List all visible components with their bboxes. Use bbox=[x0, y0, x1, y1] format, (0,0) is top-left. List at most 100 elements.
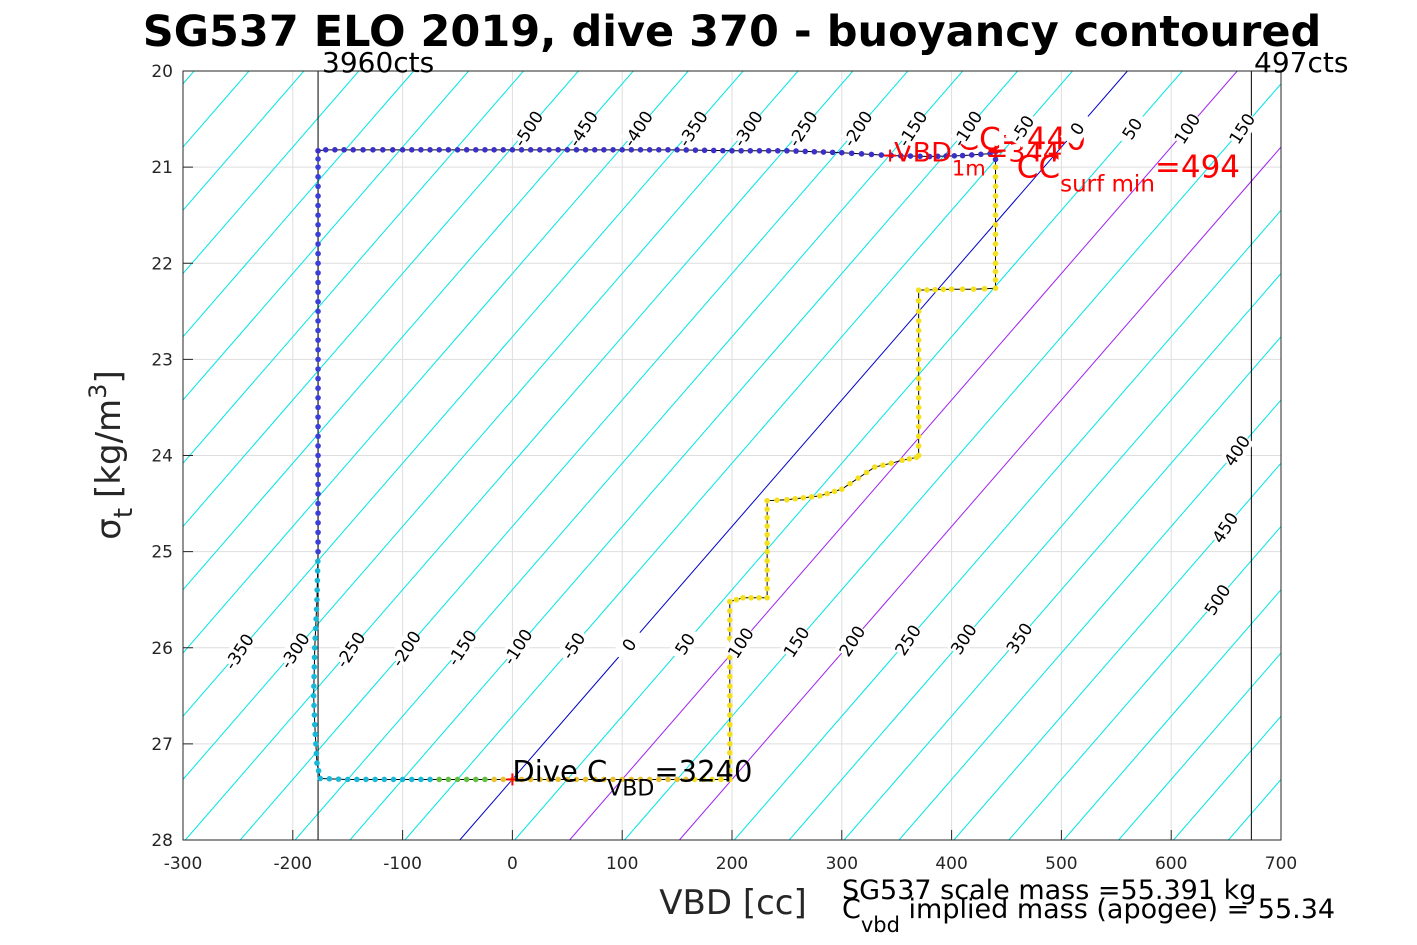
profile-point bbox=[858, 151, 865, 157]
profile-point bbox=[992, 212, 999, 218]
profile-point bbox=[733, 596, 740, 603]
profile-point bbox=[591, 776, 598, 783]
profile-point bbox=[315, 222, 321, 228]
profile-point bbox=[601, 776, 607, 783]
profile-point bbox=[315, 164, 321, 170]
profile-point bbox=[700, 776, 707, 783]
profile-point bbox=[445, 776, 452, 783]
profile-point bbox=[727, 758, 733, 765]
profile-point bbox=[727, 683, 733, 689]
profile-point bbox=[360, 147, 366, 153]
profile-point bbox=[315, 452, 321, 459]
profile-point bbox=[491, 147, 497, 153]
contour-label-bg bbox=[1002, 619, 1037, 658]
profile-point bbox=[315, 270, 321, 276]
profile-point bbox=[427, 147, 433, 153]
profile-point bbox=[878, 152, 885, 158]
profile-point bbox=[829, 149, 836, 156]
profile-point bbox=[427, 776, 433, 783]
profile-point bbox=[863, 469, 870, 476]
profile-point bbox=[764, 506, 770, 512]
profile-point bbox=[315, 395, 321, 401]
profile-point bbox=[992, 193, 999, 199]
marker-label-sub: surf min bbox=[1060, 172, 1155, 198]
profile-point bbox=[764, 576, 770, 583]
profile-point bbox=[344, 776, 351, 783]
profile-point bbox=[573, 776, 580, 783]
profile-point bbox=[820, 149, 827, 155]
profile-point bbox=[315, 250, 321, 257]
profile-point bbox=[482, 776, 488, 783]
profile-point bbox=[408, 776, 415, 783]
profile-point bbox=[591, 147, 598, 153]
contour-label-bg bbox=[1005, 109, 1040, 148]
profile-point bbox=[573, 147, 580, 153]
contour-label-bg bbox=[723, 624, 758, 662]
profile-point bbox=[898, 153, 904, 159]
x-tick-label: 700 bbox=[1265, 854, 1297, 874]
profile-point bbox=[948, 286, 955, 293]
profile-point bbox=[315, 156, 321, 162]
y-tick-label: 26 bbox=[151, 639, 173, 659]
profile-point bbox=[315, 193, 321, 199]
profile-point bbox=[313, 616, 319, 622]
contour-line bbox=[404, 71, 1073, 840]
contour-label-bg bbox=[221, 632, 257, 671]
profile-point bbox=[315, 356, 321, 363]
profile-point bbox=[315, 366, 321, 372]
profile-point bbox=[992, 260, 999, 267]
profile-trace bbox=[310, 147, 999, 783]
profile-point bbox=[315, 279, 321, 286]
count-label-left: 3960cts bbox=[322, 46, 434, 79]
profile-point bbox=[729, 147, 735, 154]
profile-point bbox=[915, 356, 922, 363]
profile-point bbox=[727, 741, 733, 747]
profile-point bbox=[311, 654, 318, 661]
profile-point bbox=[992, 231, 999, 238]
profile-point bbox=[747, 147, 754, 154]
profile-point bbox=[315, 548, 321, 555]
profile-point bbox=[727, 673, 733, 680]
profile-point bbox=[312, 635, 318, 641]
profile-point bbox=[314, 596, 320, 603]
profile-point bbox=[871, 464, 878, 470]
profile-point bbox=[601, 147, 607, 153]
profile-point bbox=[740, 594, 746, 601]
profile-point bbox=[710, 147, 717, 154]
profile-point bbox=[546, 147, 552, 153]
profile-point bbox=[628, 147, 635, 153]
profile-point bbox=[756, 147, 763, 154]
profile-point bbox=[917, 153, 923, 160]
contour-label-bg bbox=[946, 620, 981, 658]
profile-point bbox=[335, 776, 342, 782]
y-axis-units-superscript: 3 bbox=[84, 384, 112, 399]
profile-point bbox=[727, 767, 733, 774]
profile-point bbox=[915, 297, 922, 304]
profile-point bbox=[315, 443, 321, 449]
profile-point bbox=[314, 587, 320, 593]
profile-point bbox=[764, 585, 770, 592]
profile-point bbox=[906, 456, 913, 462]
profile-point bbox=[315, 308, 321, 315]
marker-label-value: =494 bbox=[1155, 150, 1240, 186]
profile-point bbox=[756, 594, 762, 601]
contour-line bbox=[624, 83, 1281, 840]
profile-point bbox=[399, 147, 406, 153]
contour-label-bg bbox=[890, 621, 926, 659]
profile-point bbox=[314, 568, 321, 574]
profile-point bbox=[764, 514, 770, 521]
profile-point bbox=[311, 712, 318, 718]
profile-point bbox=[315, 510, 321, 516]
contour-label-bg bbox=[779, 623, 814, 661]
profile-point bbox=[915, 443, 922, 449]
profile-point bbox=[764, 558, 770, 564]
profile-point bbox=[727, 749, 733, 756]
contour-label-bg bbox=[444, 628, 480, 667]
profile-point bbox=[811, 148, 818, 155]
x-tick-label: -100 bbox=[383, 854, 422, 874]
profile-point bbox=[691, 776, 698, 783]
profile-point bbox=[315, 500, 321, 507]
profile-point bbox=[907, 153, 914, 159]
x-tick-label: -300 bbox=[164, 854, 203, 874]
profile-point bbox=[727, 731, 733, 738]
